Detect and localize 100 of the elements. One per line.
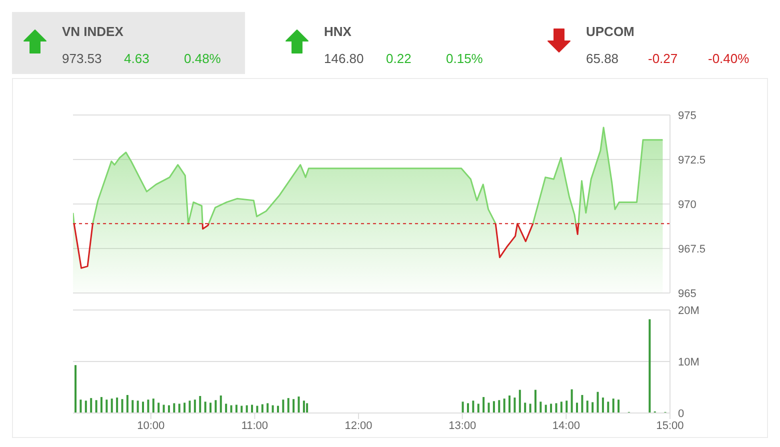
y-tick-label: 972.5 [678, 154, 706, 166]
bar [209, 402, 212, 413]
bar [132, 400, 134, 413]
data-label: 0.15% [446, 51, 483, 66]
x-tick-label: 14:00 [552, 420, 580, 432]
x-tick-label: 12:00 [344, 420, 372, 432]
bar [292, 399, 295, 413]
bar [570, 389, 573, 413]
bar [287, 398, 290, 413]
x-tick-label: 15:00 [656, 420, 684, 432]
bar [240, 406, 243, 413]
data-label: 973.53 [62, 51, 102, 66]
bar [152, 398, 154, 413]
bar [204, 402, 206, 413]
bar [555, 403, 558, 413]
bar [136, 400, 139, 413]
bar [581, 394, 584, 413]
data-label: 0.22 [386, 51, 412, 66]
y-tick-label: 965 [678, 288, 696, 300]
x-tick-label: 10:00 [137, 420, 165, 432]
bar [251, 404, 254, 413]
data-label: -0.27 [648, 51, 678, 66]
bar [482, 397, 485, 413]
bar [534, 390, 536, 413]
y-tick-label: 970 [678, 198, 696, 211]
bar [576, 402, 578, 413]
bar [306, 403, 308, 413]
bar [540, 402, 542, 413]
bar [276, 406, 279, 413]
bar [560, 402, 562, 413]
bar [126, 394, 128, 413]
bar [544, 404, 547, 413]
bar [618, 400, 620, 413]
bar [194, 400, 196, 413]
bar [607, 402, 610, 413]
bar [586, 400, 588, 413]
bar [298, 396, 300, 413]
bar [100, 397, 102, 413]
data-label: 4.63 [124, 51, 150, 66]
bar [503, 398, 506, 413]
bar [488, 402, 490, 413]
bar [246, 405, 248, 413]
bar [158, 402, 160, 413]
bar [518, 390, 521, 413]
bar [199, 396, 202, 413]
bar [612, 398, 614, 413]
y-tick-label: 20M [678, 304, 700, 317]
bar [162, 404, 165, 413]
category-label: HNX [324, 24, 352, 39]
bar [282, 400, 284, 413]
bar [106, 400, 108, 413]
bar [266, 403, 269, 413]
bar [508, 395, 511, 413]
bar [492, 401, 495, 413]
bar [514, 398, 516, 413]
bar [272, 405, 274, 413]
bar [648, 319, 651, 413]
bar [142, 402, 144, 413]
bar [116, 398, 118, 413]
bar [596, 392, 599, 413]
data-label: -0.40% [708, 51, 750, 66]
bar [602, 398, 604, 413]
bar [121, 399, 124, 413]
y-tick-label: 10M [678, 356, 700, 368]
bar [74, 365, 77, 413]
bar [225, 404, 228, 413]
data-label: 0.48% [184, 51, 221, 66]
bar [524, 402, 526, 413]
bar [173, 403, 176, 413]
bar [529, 404, 532, 413]
bar [95, 400, 98, 413]
bar [84, 400, 87, 413]
bar [477, 404, 480, 413]
bar [178, 404, 180, 413]
bar [168, 405, 170, 413]
bar [80, 400, 82, 413]
bar [214, 400, 217, 413]
category-label: UPCOM [586, 24, 634, 39]
bar [592, 402, 594, 413]
x-tick-label: 13:00 [448, 420, 476, 432]
bar [147, 400, 150, 413]
bar [90, 398, 92, 413]
bar [261, 404, 264, 413]
bar [184, 402, 186, 413]
category-label: VN INDEX [62, 24, 124, 39]
x-tick-label: 11:00 [241, 420, 268, 432]
bar [466, 403, 469, 413]
bar [462, 402, 464, 413]
bar [188, 400, 191, 413]
bar [302, 400, 305, 413]
bar [498, 400, 500, 413]
y-tick-label: 975 [678, 110, 696, 122]
bar [220, 395, 222, 413]
data-label: 65.88 [586, 51, 619, 66]
bar [550, 404, 552, 413]
bar [256, 406, 258, 413]
bar [110, 398, 113, 413]
y-tick-label: 0 [678, 408, 684, 420]
bar [472, 400, 474, 413]
data-label: 146.80 [324, 51, 364, 66]
